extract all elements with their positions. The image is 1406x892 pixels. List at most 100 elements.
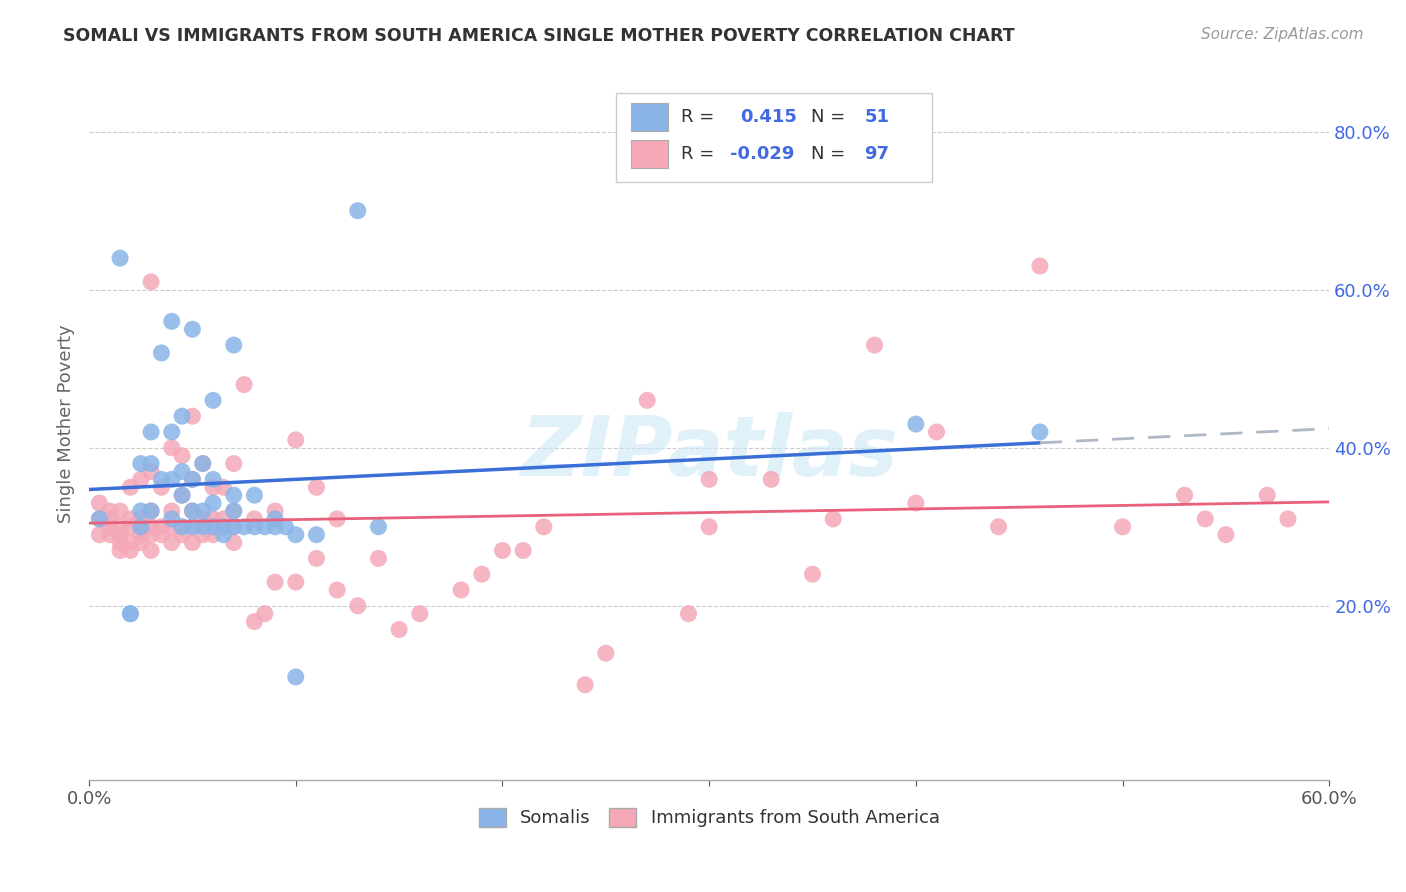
Point — [181, 520, 204, 534]
Point — [181, 472, 204, 486]
Point — [222, 457, 245, 471]
Point — [801, 567, 824, 582]
Point — [1215, 527, 1237, 541]
Point — [120, 607, 142, 621]
Point — [181, 472, 204, 486]
Point — [160, 314, 183, 328]
Point — [129, 520, 152, 534]
Point — [191, 504, 214, 518]
Point — [284, 575, 307, 590]
Point — [202, 520, 225, 534]
Point — [160, 512, 183, 526]
Point — [212, 520, 235, 534]
Point — [1277, 512, 1299, 526]
Point — [253, 607, 276, 621]
Point — [129, 457, 152, 471]
Point — [678, 607, 700, 621]
Point — [222, 520, 245, 534]
Point — [222, 504, 245, 518]
Point — [1029, 425, 1052, 439]
Point — [471, 567, 494, 582]
Point — [264, 520, 287, 534]
Point — [264, 512, 287, 526]
Point — [108, 520, 131, 534]
Point — [212, 480, 235, 494]
Text: N =: N = — [811, 145, 845, 163]
Point — [139, 457, 162, 471]
Point — [305, 527, 328, 541]
Text: R =: R = — [681, 145, 714, 163]
Point — [243, 488, 266, 502]
Point — [233, 520, 256, 534]
Point — [191, 512, 214, 526]
Point — [120, 543, 142, 558]
Point — [160, 472, 183, 486]
Point — [150, 472, 173, 486]
Point — [181, 520, 204, 534]
Point — [160, 425, 183, 439]
Point — [172, 488, 194, 502]
Point — [346, 203, 368, 218]
Text: -0.029: -0.029 — [730, 145, 794, 163]
Point — [98, 527, 121, 541]
Point — [264, 504, 287, 518]
Point — [305, 551, 328, 566]
Text: N =: N = — [811, 108, 845, 126]
FancyBboxPatch shape — [631, 140, 668, 168]
Point — [759, 472, 782, 486]
Point — [222, 338, 245, 352]
Point — [243, 520, 266, 534]
Point — [574, 678, 596, 692]
Point — [120, 512, 142, 526]
Point — [904, 496, 927, 510]
Point — [202, 496, 225, 510]
Text: 51: 51 — [865, 108, 889, 126]
Point — [89, 512, 111, 526]
Point — [925, 425, 948, 439]
Point — [172, 520, 194, 534]
Point — [139, 504, 162, 518]
Legend: Somalis, Immigrants from South America: Somalis, Immigrants from South America — [471, 801, 946, 835]
Point — [172, 527, 194, 541]
Point — [1194, 512, 1216, 526]
Point — [823, 512, 845, 526]
Point — [120, 520, 142, 534]
Point — [108, 504, 131, 518]
Point — [697, 520, 720, 534]
FancyBboxPatch shape — [616, 94, 932, 182]
Point — [172, 488, 194, 502]
Point — [139, 425, 162, 439]
Point — [160, 520, 183, 534]
Point — [191, 527, 214, 541]
Point — [284, 433, 307, 447]
FancyBboxPatch shape — [631, 103, 668, 131]
Point — [139, 520, 162, 534]
Point — [243, 512, 266, 526]
Point — [150, 346, 173, 360]
Point — [129, 504, 152, 518]
Text: R =: R = — [681, 108, 714, 126]
Point — [233, 377, 256, 392]
Point — [129, 520, 152, 534]
Point — [863, 338, 886, 352]
Point — [139, 275, 162, 289]
Point — [108, 527, 131, 541]
Text: SOMALI VS IMMIGRANTS FROM SOUTH AMERICA SINGLE MOTHER POVERTY CORRELATION CHART: SOMALI VS IMMIGRANTS FROM SOUTH AMERICA … — [63, 27, 1015, 45]
Point — [160, 441, 183, 455]
Point — [305, 480, 328, 494]
Point — [160, 504, 183, 518]
Point — [1111, 520, 1133, 534]
Point — [1174, 488, 1197, 502]
Point — [284, 670, 307, 684]
Point — [274, 520, 297, 534]
Point — [491, 543, 513, 558]
Point — [181, 322, 204, 336]
Point — [697, 472, 720, 486]
Point — [89, 512, 111, 526]
Point — [222, 488, 245, 502]
Point — [1029, 259, 1052, 273]
Point — [108, 535, 131, 549]
Point — [89, 496, 111, 510]
Point — [367, 551, 389, 566]
Point — [129, 512, 152, 526]
